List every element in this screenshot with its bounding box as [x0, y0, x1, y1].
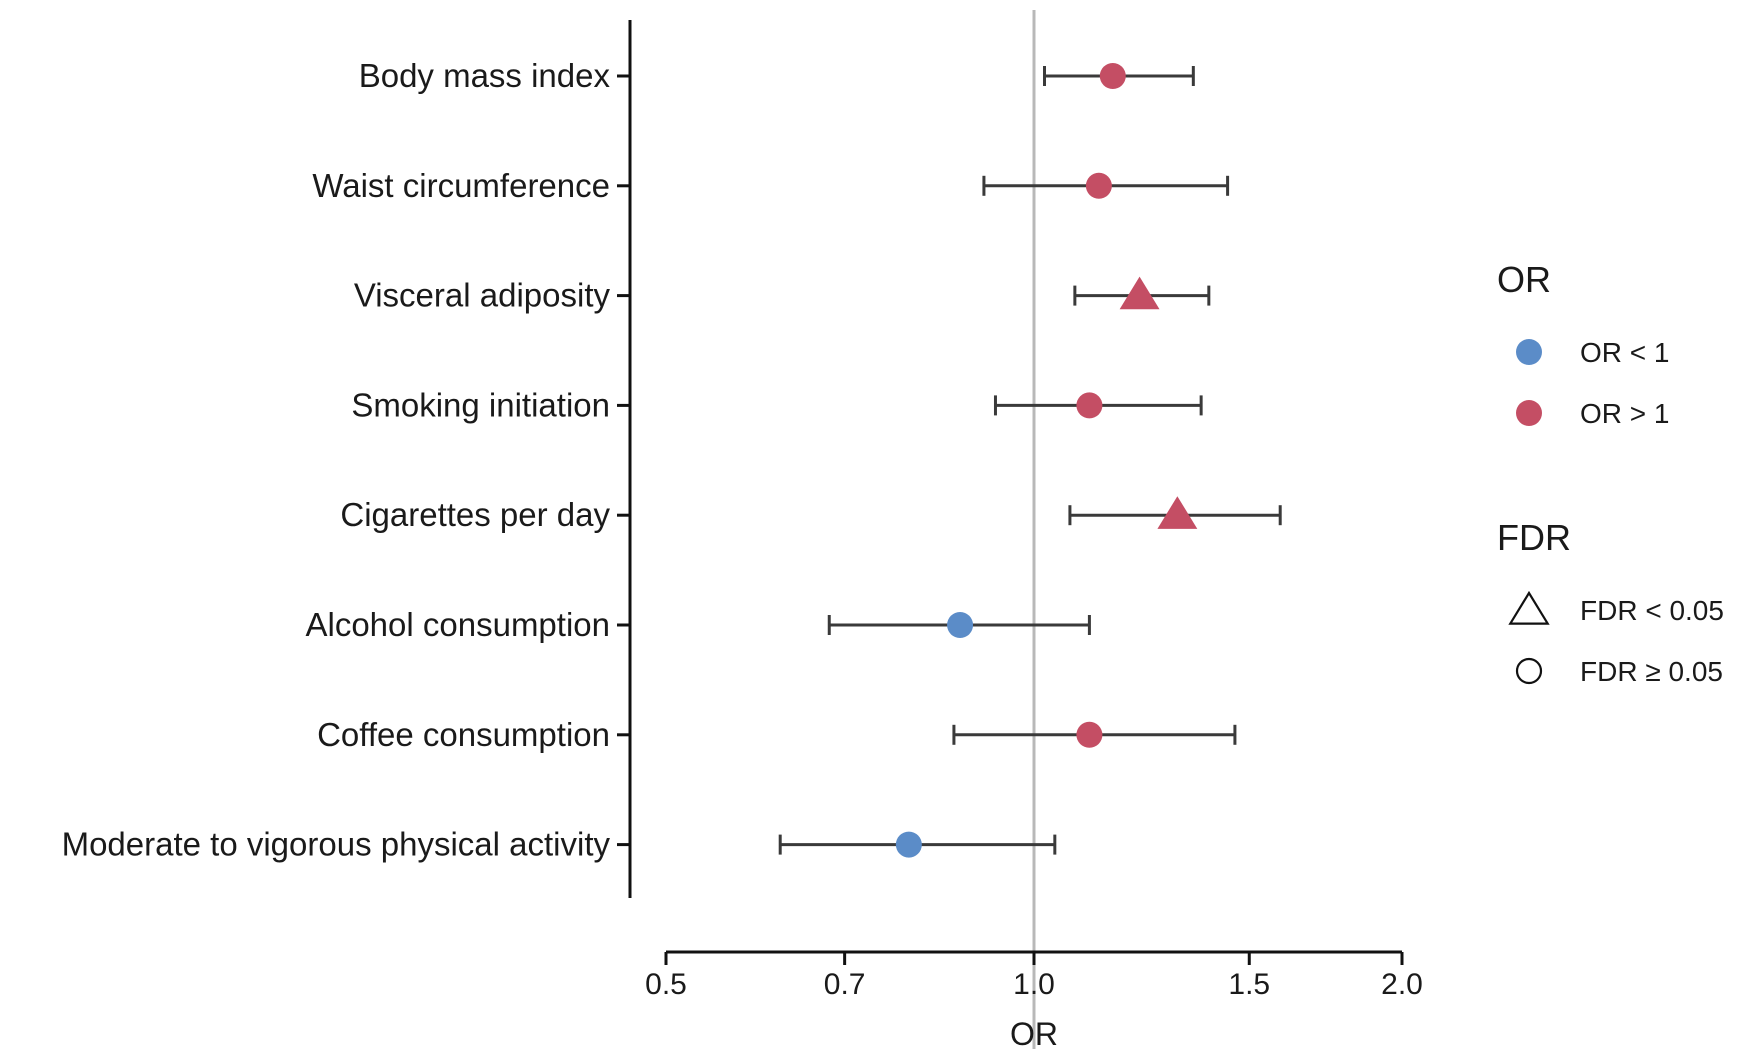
point-circle: [1099, 63, 1126, 89]
legend-label: OR < 1: [1580, 337, 1669, 368]
legend-title: FDR: [1497, 517, 1571, 558]
x-axis-title: OR: [1010, 1016, 1058, 1049]
category-label: Visceral adiposity: [354, 277, 611, 314]
legend-group: FDR FDR < 0.05 FDR ≥ 0.05: [1497, 517, 1724, 687]
forest-row: [778, 831, 1057, 858]
legend-circle-icon: [1516, 400, 1542, 426]
legend-item: OR > 1: [1516, 398, 1669, 429]
forest-row: [982, 172, 1230, 199]
legend-triangle-icon: [1508, 590, 1550, 625]
legend-circle-icon: [1516, 339, 1542, 365]
category-label: Moderate to vigorous physical activity: [62, 826, 611, 863]
category-label: Body mass index: [359, 57, 611, 94]
forest-row: [827, 612, 1091, 638]
forest-row: [1073, 276, 1211, 310]
point-circle: [947, 612, 974, 638]
category-label: Cigarettes per day: [340, 496, 610, 533]
forest-row: [1068, 496, 1282, 529]
forest-row: [1043, 63, 1195, 89]
legend-item: FDR < 0.05: [1508, 590, 1724, 626]
point-circle: [1076, 392, 1103, 419]
point-triangle: [1157, 496, 1198, 529]
x-tick-label: 1.0: [1013, 968, 1055, 1001]
axis-layer: Body mass index Waist circumference Viscer…: [62, 20, 1423, 1052]
point-circle: [895, 831, 922, 858]
legend-group: OR OR < 1 OR > 1: [1497, 259, 1669, 429]
category-label: Alcohol consumption: [305, 606, 610, 643]
legend-title: OR: [1497, 259, 1551, 300]
x-tick-label: 1.5: [1228, 968, 1270, 1001]
point-triangle: [1119, 276, 1160, 310]
forest-row: [993, 392, 1203, 419]
point-circle: [1085, 172, 1112, 199]
category-label: Waist circumference: [312, 167, 610, 204]
legend-layer: OR OR < 1 OR > 1 FDR FDR < 0.05 FDR ≥ 0.05: [1497, 259, 1724, 687]
x-tick-label: 0.7: [824, 968, 866, 1001]
x-tick-label: 0.5: [645, 968, 687, 1001]
legend-open-circle-icon: [1515, 657, 1543, 685]
forest-row: [952, 721, 1237, 748]
legend-item: FDR ≥ 0.05: [1515, 656, 1723, 687]
legend-item: OR < 1: [1516, 337, 1669, 368]
point-circle: [1076, 721, 1103, 748]
legend-label: FDR < 0.05: [1580, 595, 1724, 626]
legend-label: OR > 1: [1580, 398, 1669, 429]
x-tick-label: 2.0: [1381, 968, 1423, 1001]
category-label: Smoking initiation: [351, 386, 610, 423]
legend-label: FDR ≥ 0.05: [1580, 656, 1723, 687]
plot-layer: [778, 10, 1282, 1049]
category-label: Coffee consumption: [317, 716, 610, 753]
